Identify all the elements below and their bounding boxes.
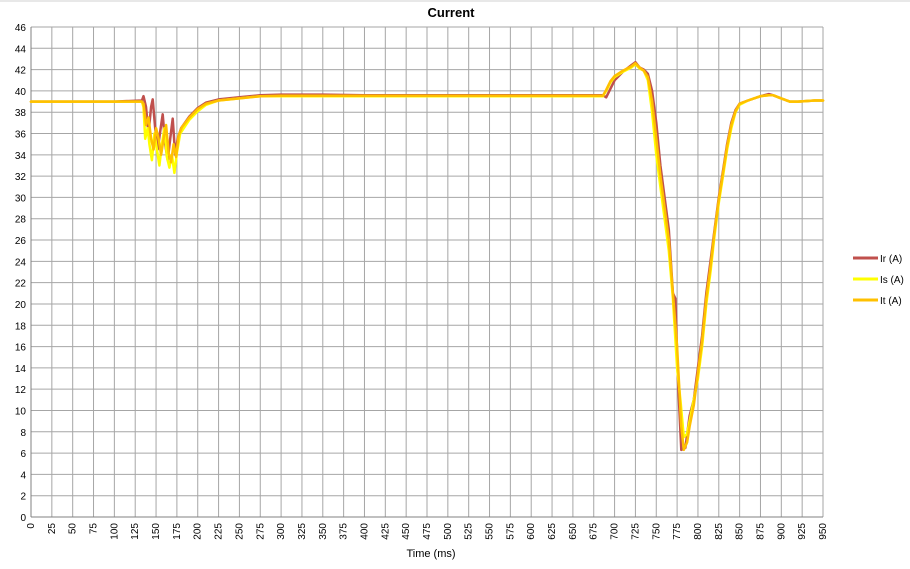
x-tick-label: 350 — [318, 523, 329, 540]
x-tick-label: 525 — [464, 523, 475, 540]
y-tick-label: 28 — [15, 215, 27, 226]
legend-label: Is (A) — [880, 275, 904, 286]
x-tick-label: 375 — [339, 523, 350, 540]
x-tick-label: 625 — [547, 523, 558, 540]
y-tick-label: 18 — [15, 321, 27, 332]
x-tick-label: 325 — [297, 523, 308, 540]
x-tick-label: 800 — [693, 523, 704, 540]
x-tick-label: 500 — [443, 523, 454, 540]
y-tick-label: 30 — [15, 193, 27, 204]
y-tick-label: 34 — [15, 151, 27, 162]
x-tick-label: 900 — [776, 523, 787, 540]
y-tick-label: 12 — [15, 385, 27, 396]
y-tick-label: 22 — [15, 279, 27, 290]
x-tick-label: 675 — [589, 523, 600, 540]
y-tick-label: 14 — [15, 364, 27, 375]
y-tick-label: 26 — [15, 236, 27, 247]
y-tick-label: 32 — [15, 172, 27, 183]
y-tick-label: 42 — [15, 66, 27, 77]
x-tick-label: 425 — [380, 523, 391, 540]
x-tick-label: 150 — [151, 523, 162, 540]
legend-label: Ir (A) — [880, 254, 902, 265]
x-tick-label: 125 — [130, 523, 141, 540]
x-tick-label: 925 — [797, 523, 808, 540]
y-tick-label: 6 — [20, 449, 26, 460]
x-tick-label: 850 — [735, 523, 746, 540]
y-tick-label: 8 — [20, 428, 26, 439]
y-tick-label: 24 — [15, 257, 27, 268]
y-tick-label: 4 — [20, 470, 26, 481]
x-tick-label: 875 — [755, 523, 766, 540]
y-tick-label: 38 — [15, 108, 27, 119]
x-tick-label: 0 — [26, 523, 37, 529]
y-tick-label: 10 — [15, 406, 27, 417]
legend: Ir (A) Is (A) It (A) — [853, 254, 904, 307]
y-tick-label: 16 — [15, 343, 27, 354]
x-tick-label: 950 — [818, 523, 829, 540]
x-tick-label: 700 — [610, 523, 621, 540]
x-tick-label: 775 — [672, 523, 683, 540]
y-tick-label: 44 — [15, 44, 27, 55]
x-tick-label: 750 — [651, 523, 662, 540]
x-tick-label: 250 — [234, 523, 245, 540]
x-tick-label: 400 — [359, 523, 370, 540]
x-tick-label: 50 — [68, 523, 79, 535]
series-lines — [29, 60, 825, 452]
x-tick-label: 575 — [505, 523, 516, 540]
series-line-3 — [29, 61, 825, 452]
y-tick-label: 2 — [20, 492, 26, 503]
x-tick-label: 225 — [214, 523, 225, 540]
x-tick-label: 450 — [401, 523, 412, 540]
x-tick-label: 200 — [193, 523, 204, 540]
x-tick-label: 275 — [255, 523, 266, 540]
axes: 0246810121416182022242628303234363840424… — [15, 23, 829, 540]
x-tick-label: 300 — [276, 523, 287, 540]
x-tick-label: 600 — [526, 523, 537, 540]
legend-label: It (A) — [880, 296, 902, 307]
x-axis-label: Time (ms) — [406, 548, 455, 560]
y-tick-label: 0 — [20, 513, 26, 524]
grid-lines — [30, 26, 824, 518]
y-tick-label: 20 — [15, 300, 27, 311]
y-tick-label: 40 — [15, 87, 27, 98]
x-tick-label: 550 — [485, 523, 496, 540]
x-tick-label: 175 — [172, 523, 183, 540]
x-tick-label: 650 — [568, 523, 579, 540]
x-tick-label: 725 — [630, 523, 641, 540]
y-tick-label: 36 — [15, 130, 27, 141]
x-tick-label: 25 — [47, 523, 58, 535]
y-tick-label: 46 — [15, 23, 27, 34]
x-tick-label: 825 — [714, 523, 725, 540]
x-tick-label: 100 — [109, 523, 120, 540]
x-tick-label: 75 — [89, 523, 100, 535]
chart-title: Current — [428, 5, 476, 20]
x-tick-label: 475 — [422, 523, 433, 540]
